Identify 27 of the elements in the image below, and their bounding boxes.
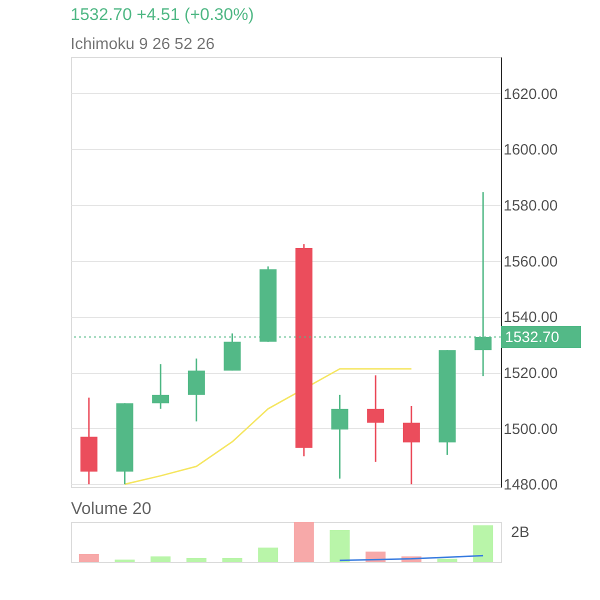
chart-subtitle: Ichimoku 9 26 52 26 xyxy=(70,36,215,53)
candlestick xyxy=(331,394,348,480)
bar xyxy=(222,558,242,562)
y-tick-label: 1580.00 xyxy=(504,197,558,214)
bar xyxy=(78,554,99,562)
bar xyxy=(330,530,350,562)
ref-line-label: 1532.70 xyxy=(505,329,560,346)
chart-title: 1532.70 +4.51 (+0.30%) xyxy=(70,5,254,24)
y-tick-label: 1560.00 xyxy=(504,253,558,270)
chart-title: Volume 20 xyxy=(71,499,152,518)
line-series xyxy=(124,368,412,485)
candlestick xyxy=(402,405,420,485)
text: 2B xyxy=(511,524,530,541)
y-tick-label: 1500.00 xyxy=(504,420,558,438)
bar xyxy=(473,525,494,562)
candlestick xyxy=(152,363,170,410)
bar xyxy=(186,558,206,562)
bar xyxy=(150,556,171,562)
bar xyxy=(437,558,458,562)
candlestick xyxy=(367,374,384,463)
y-tick-label: 1540.00 xyxy=(504,309,558,326)
y-tick-label: 1620.00 xyxy=(504,86,558,103)
y-tick-label: 1600.00 xyxy=(504,142,558,159)
y-tick-label: 1480.00 xyxy=(504,476,558,494)
bar xyxy=(294,522,314,562)
y-tick-label: 1520.00 xyxy=(504,365,558,382)
bar xyxy=(258,548,278,562)
